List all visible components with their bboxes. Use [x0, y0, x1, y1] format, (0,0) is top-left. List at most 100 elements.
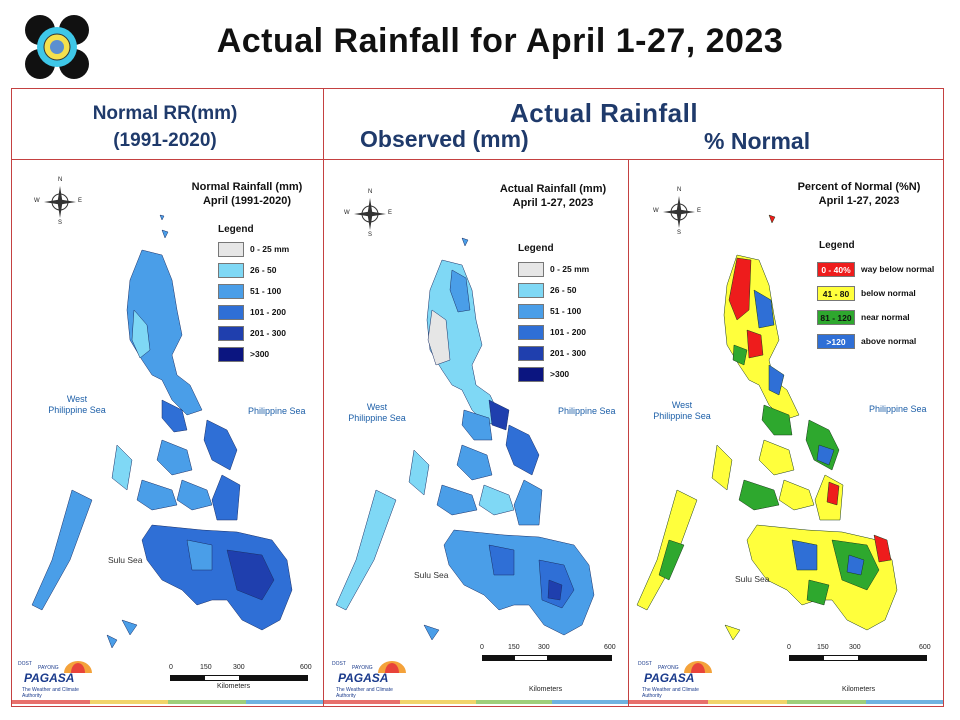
scale-tick: 0	[169, 664, 173, 671]
dost-label: DOST	[332, 661, 346, 667]
legend-label: 201 - 300	[550, 348, 586, 358]
sulu-sea-label: Sulu Sea	[735, 574, 770, 584]
philippine-sea-label: Philippine Sea	[558, 406, 616, 416]
west-philippine-sea-label: West Philippine Sea	[48, 394, 106, 415]
legend-label: 101 - 200	[550, 327, 586, 337]
pagasa-tagline: The Weather and Climate Authority	[22, 687, 79, 699]
panel-title-line1: Actual Rainfall (mm)	[499, 183, 607, 195]
legend-desc: below normal	[861, 288, 916, 298]
compass-s: S	[677, 230, 682, 236]
scale-tick: 0	[787, 644, 791, 651]
legend-label: 0 - 25 mm	[250, 244, 290, 254]
legend-range: 0 - 40%	[817, 262, 855, 277]
compass-n: N	[677, 187, 682, 193]
payong-label: PAYONG	[38, 665, 59, 671]
legend-title: Legend	[518, 243, 554, 254]
legend-range: 81 - 120	[817, 310, 855, 325]
panel-frame-percent	[628, 159, 944, 707]
sulu-sea-label: Sulu Sea	[414, 570, 449, 580]
normal-rr-label: Normal RR(mm)	[92, 103, 238, 124]
west-philippine-sea-label: West Philippine Sea	[348, 402, 406, 423]
compass-w: W	[653, 208, 659, 214]
scale-tick: 150	[817, 644, 829, 651]
pagasa-logo: DOST PAYONG PAGASA The Weather and Clima…	[16, 655, 96, 699]
compass-rose-icon: N S W E	[34, 177, 83, 226]
pagasa-tagline: The Weather and Climate Authority	[336, 687, 393, 699]
payong-label: PAYONG	[352, 665, 373, 671]
legend-label: >300	[250, 349, 270, 359]
normal-period-label: (1991-2020)	[113, 130, 217, 151]
legend-label: 101 - 200	[250, 307, 286, 317]
legend-label: >300	[550, 369, 570, 379]
legend-label: 201 - 300	[250, 328, 286, 338]
scale-unit: Kilometers	[217, 683, 251, 690]
dost-label: DOST	[638, 661, 652, 667]
scale-tick: 150	[508, 644, 520, 651]
scale-tick: 300	[233, 664, 245, 671]
payong-label: PAYONG	[658, 665, 679, 671]
percent-normal-header: % Normal	[704, 128, 811, 154]
legend-title: Legend	[819, 240, 855, 251]
legend-label: 26 - 50	[250, 265, 277, 275]
compass-n: N	[58, 177, 63, 183]
legend-range: 41 - 80	[817, 286, 855, 301]
legend-label: 51 - 100	[250, 286, 282, 296]
philippine-sea-label: Philippine Sea	[248, 406, 306, 416]
compass-s: S	[58, 220, 63, 226]
normal-rr-header: Normal RR(mm) (1991-2020)	[20, 100, 310, 154]
pagasa-logo: DOST PAYONG PAGASA The Weather and Clima…	[636, 655, 716, 699]
panel-title-line2: April (1991-2020)	[202, 195, 292, 207]
sulu-sea-label: Sulu Sea	[108, 555, 143, 565]
legend-desc: near normal	[861, 312, 910, 322]
compass-rose-icon: N S W E	[344, 189, 393, 238]
legend-desc: way below normal	[861, 264, 935, 274]
compass-s: S	[368, 232, 373, 238]
panel-title-line2: April 1-27, 2023	[818, 195, 900, 207]
legend-label: 51 - 100	[550, 306, 582, 316]
scale-unit: Kilometers	[529, 686, 563, 693]
pagasa-tagline: The Weather and Climate Authority	[642, 687, 699, 699]
philippines-map	[335, 237, 595, 641]
pagasa-logo: DOST PAYONG PAGASA The Weather and Clima…	[330, 655, 410, 699]
legend-title: Legend	[218, 224, 254, 235]
panel-title-line1: Percent of Normal (%N)	[797, 181, 921, 193]
philippines-map	[31, 214, 293, 649]
observed-header: Observed (mm)	[360, 126, 529, 152]
legend-label: 26 - 50	[550, 285, 577, 295]
normal-rainfall-panel: Normal Rainfall (mm) April (1991-2020) N…	[12, 160, 323, 705]
panel-title-line2: April 1-27, 2023	[512, 197, 594, 209]
panel-title-line1: Normal Rainfall (mm)	[191, 181, 303, 193]
compass-n: N	[368, 189, 373, 195]
philippine-sea-label: Philippine Sea	[869, 404, 927, 414]
panel-title: Actual Rainfall (mm) April 1-27, 2023	[488, 182, 618, 210]
pagasa-label: PAGASA	[644, 671, 695, 685]
compass-e: E	[388, 210, 393, 216]
philippines-map	[636, 214, 898, 641]
actual-rainfall-header: Actual Rainfall	[510, 98, 699, 128]
scale-tick: 300	[538, 644, 550, 651]
compass-w: W	[344, 210, 350, 216]
slide-title: Actual Rainfall for April 1-27, 2023	[216, 22, 784, 60]
legend-range: >120	[817, 334, 855, 349]
compass-rose-icon: N S W E	[653, 187, 702, 236]
scale-tick: 300	[849, 644, 861, 651]
panel-title: Normal Rainfall (mm) April (1991-2020)	[182, 180, 312, 208]
scale-tick: 600	[604, 644, 616, 651]
scale-tick: 600	[300, 664, 312, 671]
observed-rainfall-panel: Actual Rainfall (mm) April 1-27, 2023 N …	[324, 160, 628, 705]
dost-label: DOST	[18, 661, 32, 667]
legend-label: 0 - 25 mm	[550, 264, 590, 274]
pagasa-label: PAGASA	[338, 671, 389, 685]
panel-title: Percent of Normal (%N) April 1-27, 2023	[789, 180, 929, 208]
compass-w: W	[34, 198, 40, 204]
agency-logo	[24, 14, 90, 80]
pagasa-label: PAGASA	[24, 671, 75, 685]
compass-e: E	[697, 208, 702, 214]
west-philippine-sea-label: West Philippine Sea	[653, 400, 711, 421]
scale-tick: 0	[480, 644, 484, 651]
scale-tick: 600	[919, 644, 931, 651]
scale-tick: 150	[200, 664, 212, 671]
compass-e: E	[78, 198, 83, 204]
scale-unit: Kilometers	[842, 686, 876, 693]
percent-normal-panel: Percent of Normal (%N) April 1-27, 2023 …	[629, 160, 943, 705]
